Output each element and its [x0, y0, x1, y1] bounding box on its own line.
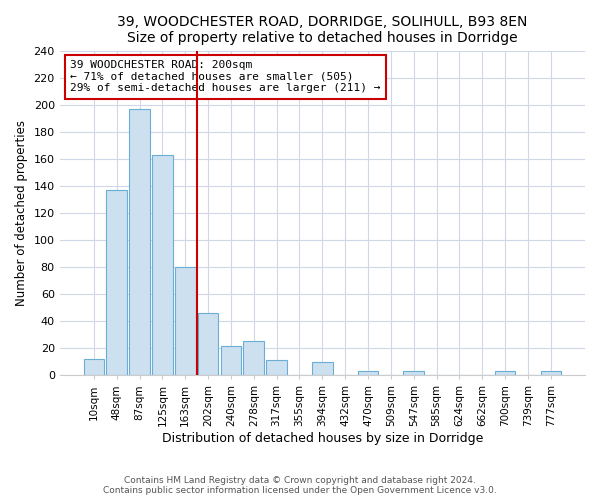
Title: 39, WOODCHESTER ROAD, DORRIDGE, SOLIHULL, B93 8EN
Size of property relative to d: 39, WOODCHESTER ROAD, DORRIDGE, SOLIHULL…: [117, 15, 527, 45]
Bar: [129, 108, 150, 376]
Y-axis label: Number of detached properties: Number of detached properties: [15, 120, 28, 306]
Bar: [198, 313, 218, 376]
Bar: [266, 360, 287, 376]
X-axis label: Distribution of detached houses by size in Dorridge: Distribution of detached houses by size …: [161, 432, 483, 445]
Bar: [541, 371, 561, 376]
Bar: [83, 359, 104, 376]
Bar: [312, 362, 332, 376]
Bar: [358, 371, 379, 376]
Bar: [152, 154, 173, 376]
Bar: [244, 342, 264, 376]
Bar: [403, 371, 424, 376]
Bar: [221, 346, 241, 376]
Text: 39 WOODCHESTER ROAD: 200sqm
← 71% of detached houses are smaller (505)
29% of se: 39 WOODCHESTER ROAD: 200sqm ← 71% of det…: [70, 60, 380, 94]
Bar: [175, 267, 196, 376]
Bar: [495, 371, 515, 376]
Text: Contains HM Land Registry data © Crown copyright and database right 2024.
Contai: Contains HM Land Registry data © Crown c…: [103, 476, 497, 495]
Bar: [106, 190, 127, 376]
